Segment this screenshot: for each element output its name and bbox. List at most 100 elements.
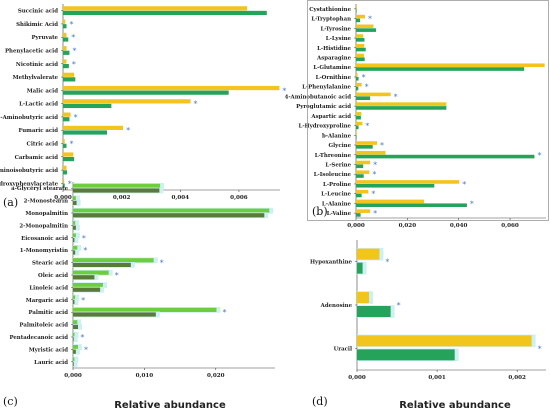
bar bbox=[63, 77, 76, 82]
category-label: Nicotinic acid bbox=[16, 62, 58, 68]
bar bbox=[356, 213, 361, 217]
bar bbox=[356, 18, 361, 23]
bar bbox=[356, 174, 364, 178]
x-axis-title: Relative abundance bbox=[114, 400, 226, 411]
bar bbox=[356, 112, 362, 116]
bar bbox=[73, 245, 78, 250]
bar bbox=[63, 139, 65, 144]
panel-label: (c) bbox=[3, 395, 18, 408]
significance-star: * bbox=[126, 126, 130, 135]
bar bbox=[73, 262, 131, 267]
bar bbox=[356, 121, 363, 126]
significance-star: * bbox=[372, 170, 376, 179]
error-shade bbox=[73, 348, 80, 355]
significance-star: * bbox=[84, 345, 88, 354]
chart-panel-c: 0,000 0,010 0,020 a-Glyceryl stearate 2-Mono… bbox=[3, 182, 275, 411]
bar bbox=[73, 332, 75, 337]
category-label: Palmitic acid bbox=[29, 310, 69, 316]
category-label: Myristic acid bbox=[29, 347, 69, 353]
bar bbox=[63, 19, 66, 24]
category-label: Shikimic Acid bbox=[16, 22, 58, 28]
x-tick-label: 0,001 bbox=[428, 375, 446, 381]
error-shade bbox=[73, 220, 80, 226]
x-tick-label: 0,002 bbox=[508, 375, 526, 381]
x-tick-label: 0,000 bbox=[347, 223, 365, 229]
bar bbox=[356, 164, 364, 169]
bar bbox=[73, 196, 76, 201]
category-label: L-Lysine bbox=[326, 36, 352, 42]
significance-star: * bbox=[538, 344, 542, 353]
bar bbox=[63, 103, 112, 109]
bar bbox=[63, 24, 67, 29]
bar bbox=[356, 8, 357, 13]
significance-star: * bbox=[72, 60, 76, 69]
significance-star: * bbox=[373, 209, 377, 218]
bar bbox=[73, 337, 74, 342]
category-label: Pyruvate bbox=[32, 35, 59, 41]
bar bbox=[357, 335, 532, 347]
bar bbox=[63, 178, 65, 184]
category-label: Oleic acid bbox=[38, 273, 68, 279]
category-label: Cystathionine bbox=[309, 7, 351, 13]
bar bbox=[63, 183, 65, 188]
bar bbox=[73, 258, 154, 263]
x-tick-label: 0,010 bbox=[136, 373, 154, 379]
bar bbox=[356, 5, 357, 9]
bar bbox=[73, 349, 76, 354]
significance-star: * bbox=[70, 20, 74, 29]
category-label: L-Valine bbox=[327, 211, 352, 217]
category-label: Aspartic acid bbox=[310, 114, 351, 120]
error-shade bbox=[73, 200, 81, 206]
panel-label: (b) bbox=[312, 205, 328, 218]
bar bbox=[356, 141, 378, 145]
bar bbox=[73, 275, 95, 280]
category-label: Adenosine bbox=[320, 303, 353, 309]
category-label: b-Aminoisobutyric acid bbox=[0, 168, 58, 174]
category-label: Malic acid bbox=[27, 88, 59, 94]
category-label: L-Lactic acid bbox=[19, 102, 58, 108]
significance-star: * bbox=[470, 199, 474, 208]
bar bbox=[73, 300, 75, 305]
category-label: L-Tyrosine bbox=[320, 26, 351, 32]
bar bbox=[356, 24, 374, 29]
bar bbox=[63, 156, 75, 162]
significance-star: * bbox=[385, 258, 389, 267]
bar bbox=[356, 14, 365, 19]
bar bbox=[73, 200, 77, 205]
bar bbox=[63, 130, 107, 135]
bar bbox=[63, 152, 74, 157]
bar bbox=[356, 47, 366, 52]
bar bbox=[356, 43, 365, 48]
category-label: 4-Aminobutanoic acid bbox=[285, 94, 352, 100]
category-label: L-Leucine bbox=[321, 192, 351, 198]
error-shade bbox=[73, 237, 79, 243]
bar bbox=[357, 262, 363, 274]
bar bbox=[357, 248, 380, 260]
bar bbox=[356, 193, 362, 198]
bar bbox=[73, 221, 76, 226]
bar bbox=[356, 199, 425, 204]
bar bbox=[73, 283, 103, 288]
category-label: Methylvalerate bbox=[13, 75, 59, 81]
significance-star: * bbox=[365, 83, 369, 92]
significance-star: * bbox=[80, 333, 84, 342]
significance-star: * bbox=[380, 141, 384, 150]
category-label: Eicosanoic acid bbox=[21, 236, 68, 242]
bar bbox=[356, 38, 365, 42]
significance-star: * bbox=[362, 73, 366, 82]
significance-star: * bbox=[115, 271, 119, 280]
category-label: Phenylacetic acid bbox=[5, 49, 58, 55]
panel-b-frame bbox=[307, 0, 549, 221]
category-label: Pentadecanoic acid bbox=[9, 335, 68, 341]
significance-star: * bbox=[222, 308, 226, 317]
bar bbox=[63, 112, 71, 117]
bar bbox=[356, 209, 371, 213]
bar bbox=[356, 180, 460, 184]
bar bbox=[356, 67, 525, 71]
bar bbox=[356, 203, 467, 208]
x-tick-label: 0,002 bbox=[113, 195, 131, 201]
category-label: 1-Monomyristin bbox=[20, 248, 68, 254]
bar bbox=[73, 312, 156, 317]
x-tick-label: 0,000 bbox=[64, 373, 82, 379]
bar bbox=[73, 225, 76, 230]
